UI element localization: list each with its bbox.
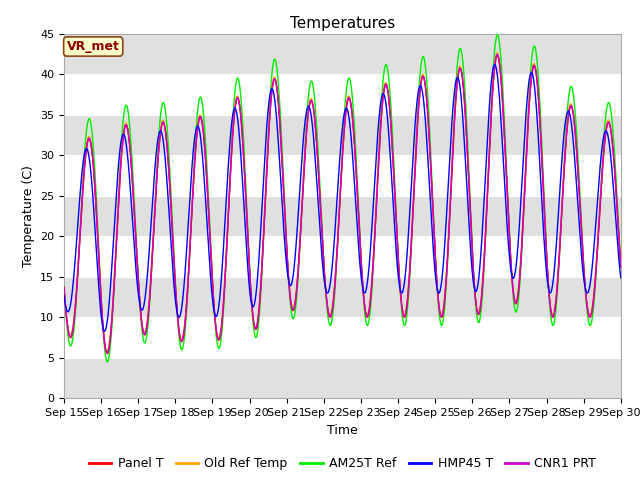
Text: VR_met: VR_met <box>67 40 120 53</box>
Legend: Panel T, Old Ref Temp, AM25T Ref, HMP45 T, CNR1 PRT: Panel T, Old Ref Temp, AM25T Ref, HMP45 … <box>84 452 601 475</box>
X-axis label: Time: Time <box>327 424 358 437</box>
Title: Temperatures: Temperatures <box>290 16 395 31</box>
Bar <box>64 277 621 317</box>
Bar <box>64 115 621 155</box>
Bar <box>64 34 621 74</box>
Bar <box>64 196 621 236</box>
Y-axis label: Temperature (C): Temperature (C) <box>22 165 35 267</box>
Bar <box>64 358 621 398</box>
